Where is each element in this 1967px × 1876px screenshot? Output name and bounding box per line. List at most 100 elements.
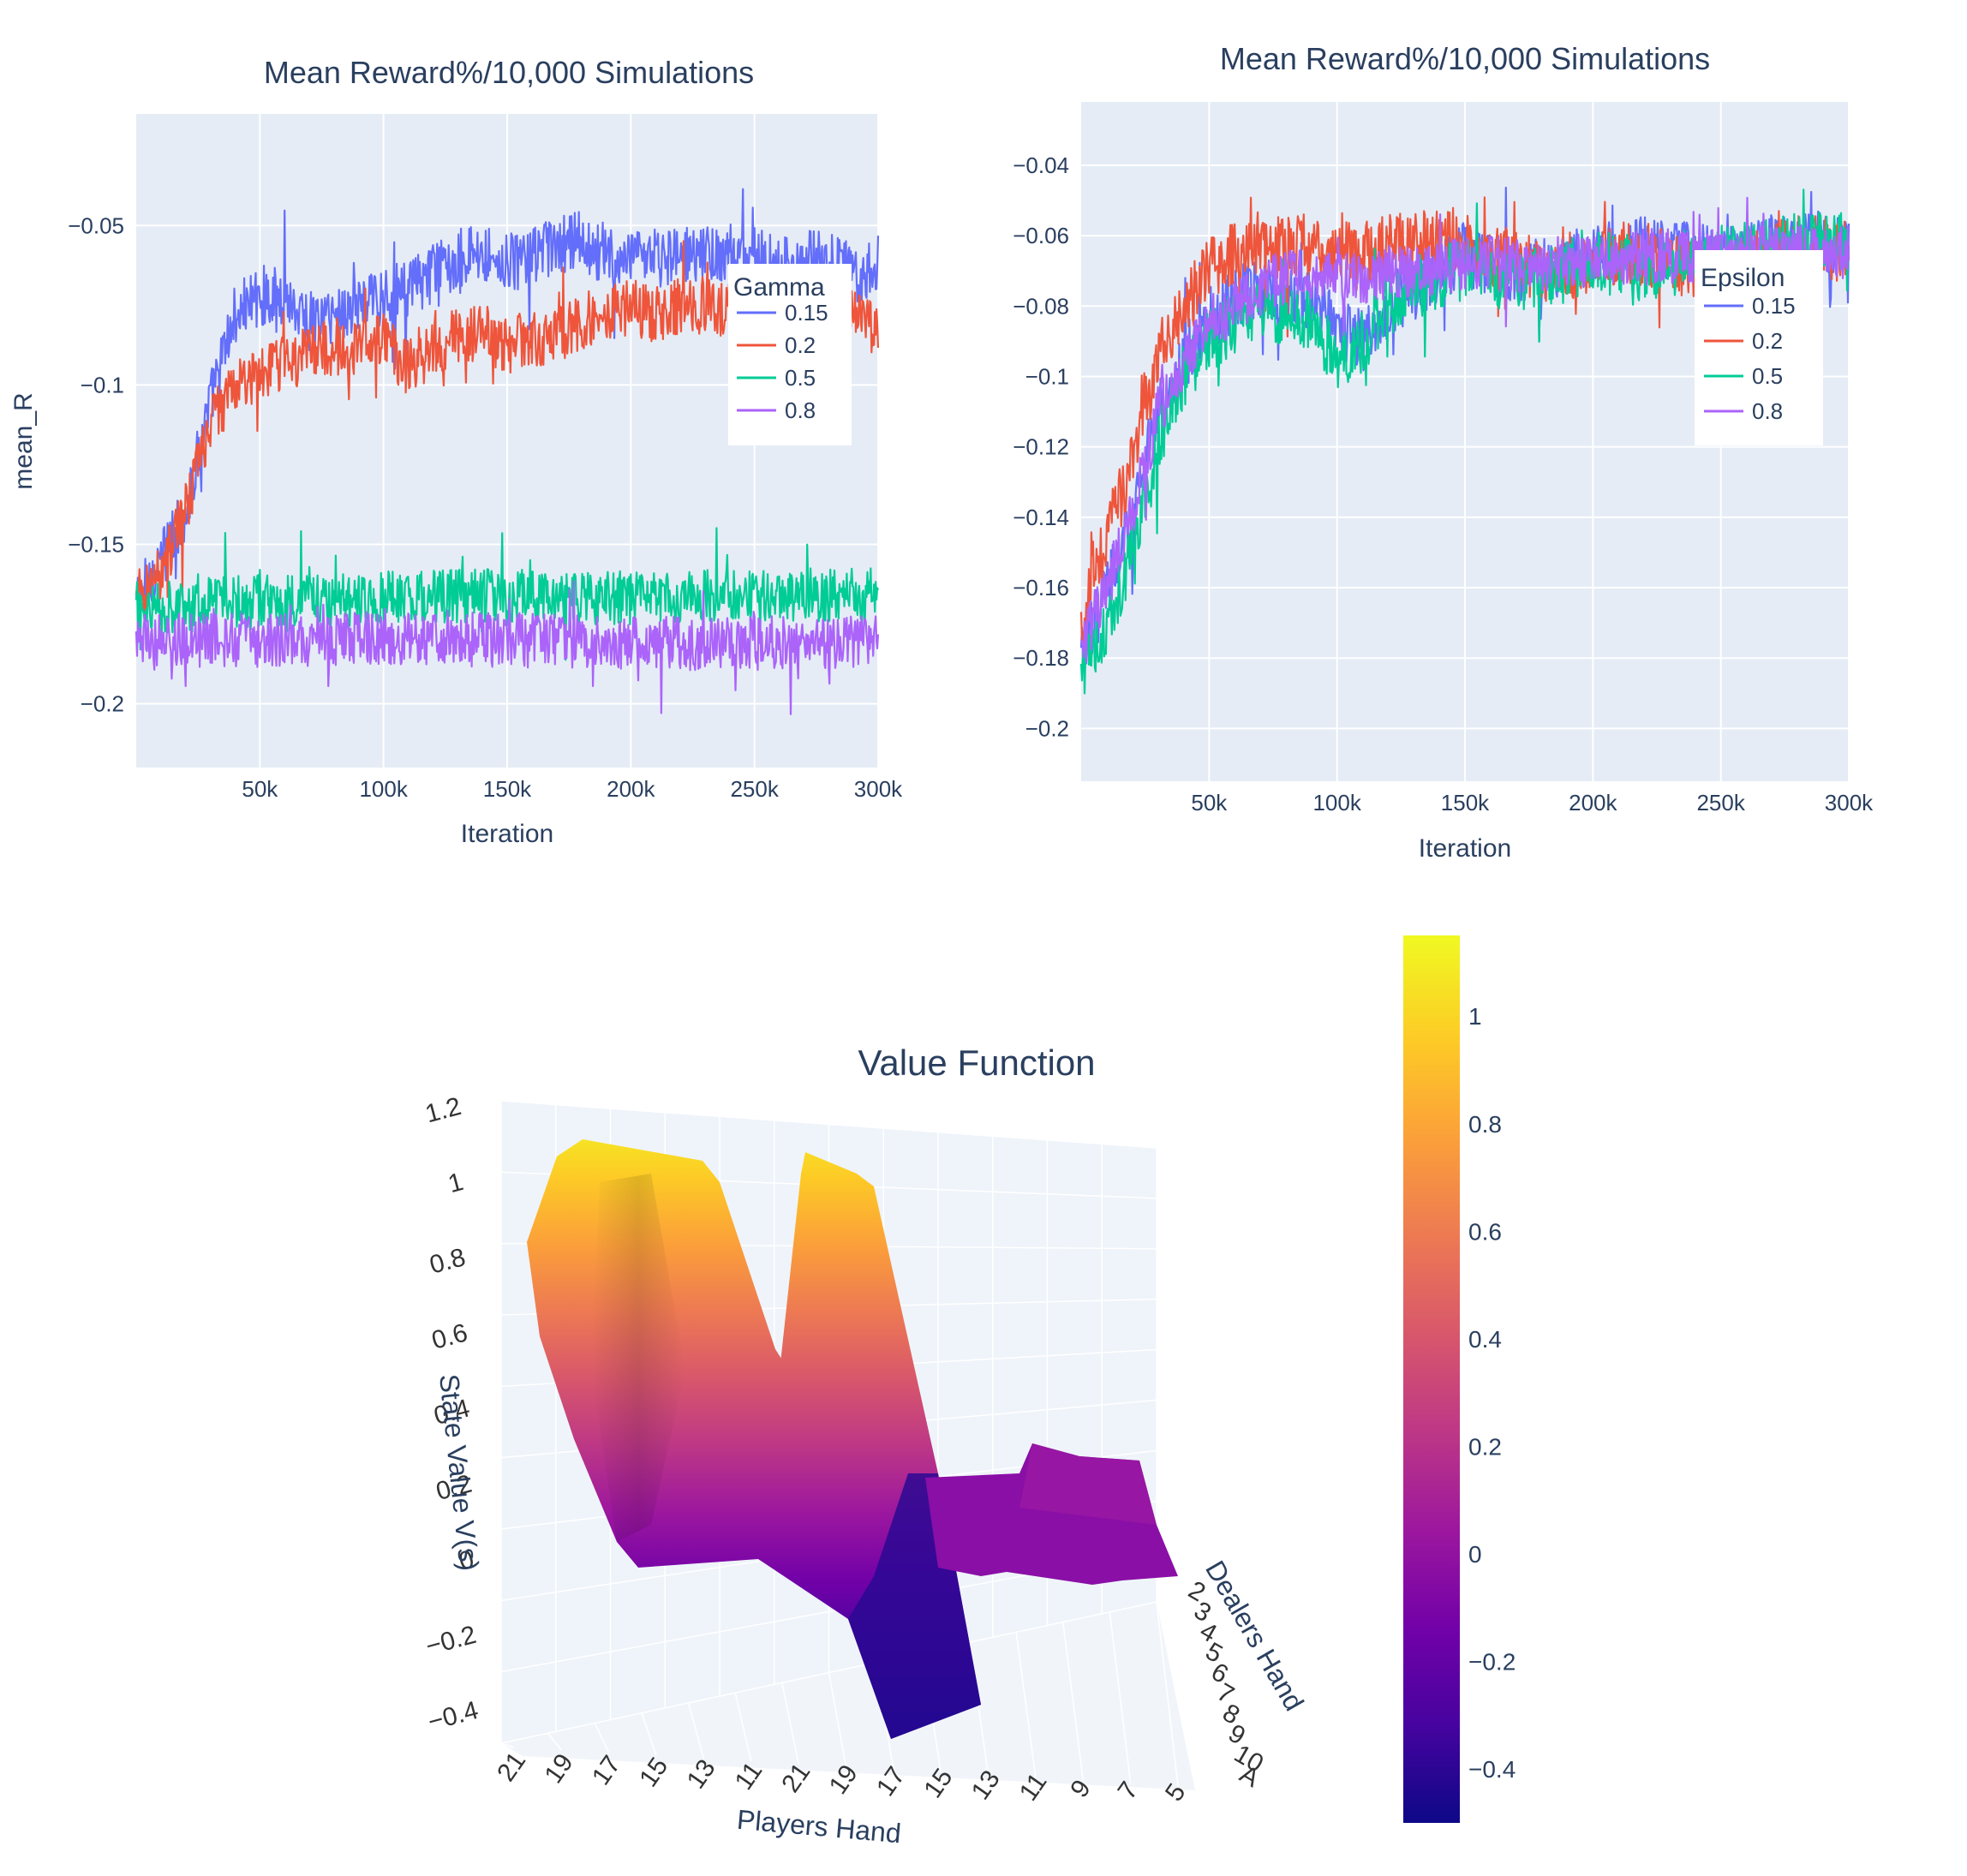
surface-x-axis-label: Players Hand (736, 1804, 903, 1849)
gamma-x-tick-label: 50k (242, 776, 278, 802)
gamma-legend-item[interactable]: 0.5 (737, 365, 816, 391)
colorbar: 1 0.8 0.6 0.4 0.2 0 −0.2 −0.4 (1403, 935, 1516, 1823)
gamma-y-tick-label: −0.15 (68, 531, 124, 557)
epsilon-y-tick-label: −0.18 (1013, 645, 1069, 671)
epsilon-x-tick-label: 250k (1696, 790, 1745, 816)
gamma-x-tick-label: 100k (359, 776, 408, 802)
epsilon-x-axis-label: Iteration (1419, 834, 1511, 863)
gamma-legend-title: Gamma (733, 273, 825, 302)
epsilon-legend-item[interactable]: 0.2 (1704, 328, 1783, 354)
surface-floor-gridline (734, 1692, 752, 1762)
surface-right-plateau-top (1019, 1443, 1157, 1525)
gamma-series-line-0.8 (135, 580, 880, 715)
colorbar-tick-label: 0.8 (1468, 1111, 1502, 1138)
epsilon-x-tick-label: 300k (1825, 790, 1874, 816)
gamma-legend[interactable]: Gamma 0.15 0.2 0.5 0.8 (728, 264, 852, 445)
epsilon-y-ticks: −0.04 −0.06 −0.08 −0.1 −0.12 −0.14 −0.16 −0.18 −… (1013, 152, 1069, 741)
gamma-chart-title: Mean Reward%/10,000 Simulations (264, 55, 754, 90)
epsilon-legend-box (1695, 250, 1823, 445)
epsilon-series-line-0.8 (1079, 196, 1850, 663)
surface-floor-gridline (547, 1732, 562, 1751)
surface-floor-gridline (781, 1682, 799, 1765)
gamma-chart: Mean Reward%/10,000 Simulations 50k 100k 1… (9, 55, 903, 848)
colorbar-tick-label: 1 (1468, 1003, 1482, 1030)
surface-z-axis-label: State Value V(s) (433, 1372, 485, 1572)
value-function-chart: Value Function 1.2 1 0.8 0.6 0.4 0.2 0 −0.2 −0.4… (422, 935, 1516, 1849)
gamma-x-tick-label: 200k (607, 776, 655, 802)
gamma-y-tick-label: −0.2 (81, 691, 124, 717)
gamma-legend-box (728, 264, 852, 445)
surface-z-tick-label: 1 (445, 1168, 467, 1198)
surface-floor-gridline (1109, 1611, 1132, 1783)
gamma-legend-label: 0.5 (785, 365, 816, 391)
epsilon-x-tick-label: 100k (1312, 790, 1361, 816)
gamma-legend-item[interactable]: 0.15 (737, 300, 828, 326)
surface-floor-gridline (1015, 1632, 1037, 1778)
epsilon-y-tick-label: −0.16 (1013, 575, 1069, 600)
surface-wall-gridline (500, 1100, 1157, 1149)
surface-floor-gridline (828, 1672, 847, 1767)
epsilon-y-tick-label: −0.1 (1025, 363, 1069, 389)
surface-z-tick-label: 1.2 (422, 1092, 464, 1129)
gamma-y-axis-label: mean_R (9, 392, 38, 489)
surface-floor-gridline (687, 1702, 705, 1759)
surface-floor-gridline (1061, 1622, 1085, 1781)
epsilon-legend-label: 0.5 (1752, 363, 1783, 389)
epsilon-legend[interactable]: Epsilon 0.15 0.2 0.5 0.8 (1695, 250, 1823, 445)
epsilon-y-tick-label: −0.14 (1013, 505, 1069, 530)
surface-y-axis-label: Dealers Hand (1199, 1556, 1310, 1716)
surface-z-tick-label: −0.4 (425, 1696, 481, 1736)
surface-mesh (527, 1139, 1178, 1739)
epsilon-y-tick-label: −0.2 (1025, 715, 1069, 741)
colorbar-tick-label: 0 (1468, 1541, 1482, 1568)
colorbar-tick-label: 0.2 (1468, 1433, 1502, 1460)
gamma-x-ticks: 50k 100k 150k 200k 250k 300k (242, 776, 903, 802)
surface-floor-gridline (594, 1723, 610, 1754)
gamma-y-tick-label: −0.1 (81, 372, 124, 397)
surface-floor-gridline (641, 1712, 657, 1756)
epsilon-y-tick-label: −0.06 (1013, 223, 1069, 248)
epsilon-legend-label: 0.8 (1752, 398, 1783, 424)
epsilon-legend-item[interactable]: 0.5 (1704, 363, 1783, 389)
epsilon-y-tick-label: −0.08 (1013, 293, 1069, 319)
epsilon-y-tick-label: −0.12 (1013, 434, 1069, 460)
epsilon-x-ticks: 50k 100k 150k 200k 250k 300k (1191, 790, 1874, 816)
epsilon-y-tick-label: −0.04 (1013, 152, 1069, 178)
surface-floor (501, 1602, 1195, 1790)
surface-z-tick-label: −0.2 (423, 1621, 480, 1661)
gamma-legend-label: 0.15 (785, 300, 828, 326)
gamma-y-tick-label: −0.05 (68, 212, 124, 238)
gamma-x-tick-label: 250k (730, 776, 779, 802)
gamma-legend-items[interactable]: 0.15 0.2 0.5 0.8 (737, 300, 828, 423)
epsilon-chart-title: Mean Reward%/10,000 Simulations (1220, 41, 1710, 76)
colorbar-tick-label: −0.2 (1468, 1649, 1516, 1676)
epsilon-x-tick-label: 50k (1191, 790, 1228, 816)
surface-floor-gridline (500, 1742, 515, 1748)
epsilon-legend-item[interactable]: 0.8 (1704, 398, 1783, 424)
gamma-x-tick-label: 150k (483, 776, 532, 802)
value-function-title: Value Function (858, 1043, 1095, 1083)
gamma-series-line-0.5 (135, 527, 880, 661)
gamma-x-axis-label: Iteration (461, 820, 553, 848)
colorbar-tick-label: 0.4 (1468, 1326, 1502, 1353)
epsilon-legend-label: 0.2 (1752, 328, 1783, 354)
gamma-series-line-0.15 (135, 188, 880, 612)
epsilon-x-tick-label: 200k (1569, 790, 1617, 816)
colorbar-ticks: 1 0.8 0.6 0.4 0.2 0 −0.2 −0.4 (1468, 1003, 1516, 1783)
epsilon-legend-item[interactable]: 0.15 (1704, 293, 1796, 319)
epsilon-chart: Mean Reward%/10,000 Simulations 50k 100k 1… (1013, 41, 1874, 863)
gamma-legend-item[interactable]: 0.2 (737, 332, 816, 358)
epsilon-legend-items[interactable]: 0.15 0.2 0.5 0.8 (1704, 293, 1796, 424)
gamma-y-ticks: −0.05 −0.1 −0.15 −0.2 (68, 212, 124, 716)
colorbar-tick-label: −0.4 (1468, 1756, 1516, 1783)
epsilon-legend-label: 0.15 (1752, 293, 1796, 319)
surface-z-tick-label: 0.6 (428, 1318, 470, 1355)
surface-z-tick-label: 0.8 (427, 1243, 469, 1280)
epsilon-x-tick-label: 150k (1441, 790, 1490, 816)
gamma-legend-label: 0.2 (785, 332, 816, 358)
gamma-legend-item[interactable]: 0.8 (737, 397, 816, 423)
gamma-x-tick-label: 300k (854, 776, 903, 802)
surface-floor-gridline (1156, 1601, 1179, 1787)
colorbar-tick-label: 0.6 (1468, 1218, 1502, 1245)
